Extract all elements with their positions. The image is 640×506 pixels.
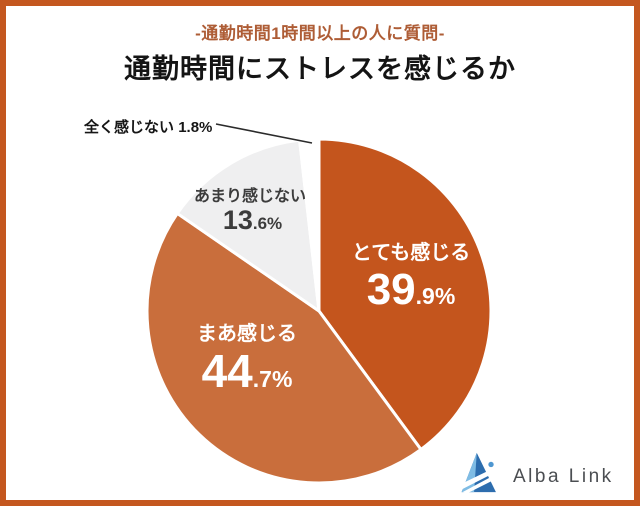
alba-link-triangle-icon: [458, 452, 496, 493]
pie-slice-2: [175, 138, 321, 313]
slice-label-not-much-stress: あまり感じない: [193, 188, 306, 205]
pie-slice-0: [317, 137, 493, 452]
alba-link-logo: Alba Link: [458, 452, 614, 493]
slice-label-no-stress: 全く感じない: [84, 119, 175, 136]
slice-label-very-stressed: とても感じる: [351, 242, 471, 264]
slice-callout-no-stress: 全く感じない 1.8%: [84, 116, 212, 137]
slice-value-not-much-stress: 13.6%: [222, 205, 283, 235]
slice-value-somewhat-stressed: 44.7%: [201, 345, 293, 397]
slice-label-somewhat-stressed: まあ感じる: [197, 323, 297, 345]
pie-slice-1: [145, 211, 423, 485]
leader-line: [215, 123, 313, 144]
slice-value-no-stress: 1.8%: [178, 119, 213, 136]
chart-subtitle: -通勤時間1時間以上の人に質問-: [195, 24, 445, 43]
slice-value-very-stressed: 39.9%: [366, 265, 456, 314]
chart-title: 通勤時間にストレスを感じるか: [124, 54, 516, 84]
pie-chart: [145, 137, 493, 485]
alba-link-wordmark: Alba Link: [513, 466, 614, 487]
